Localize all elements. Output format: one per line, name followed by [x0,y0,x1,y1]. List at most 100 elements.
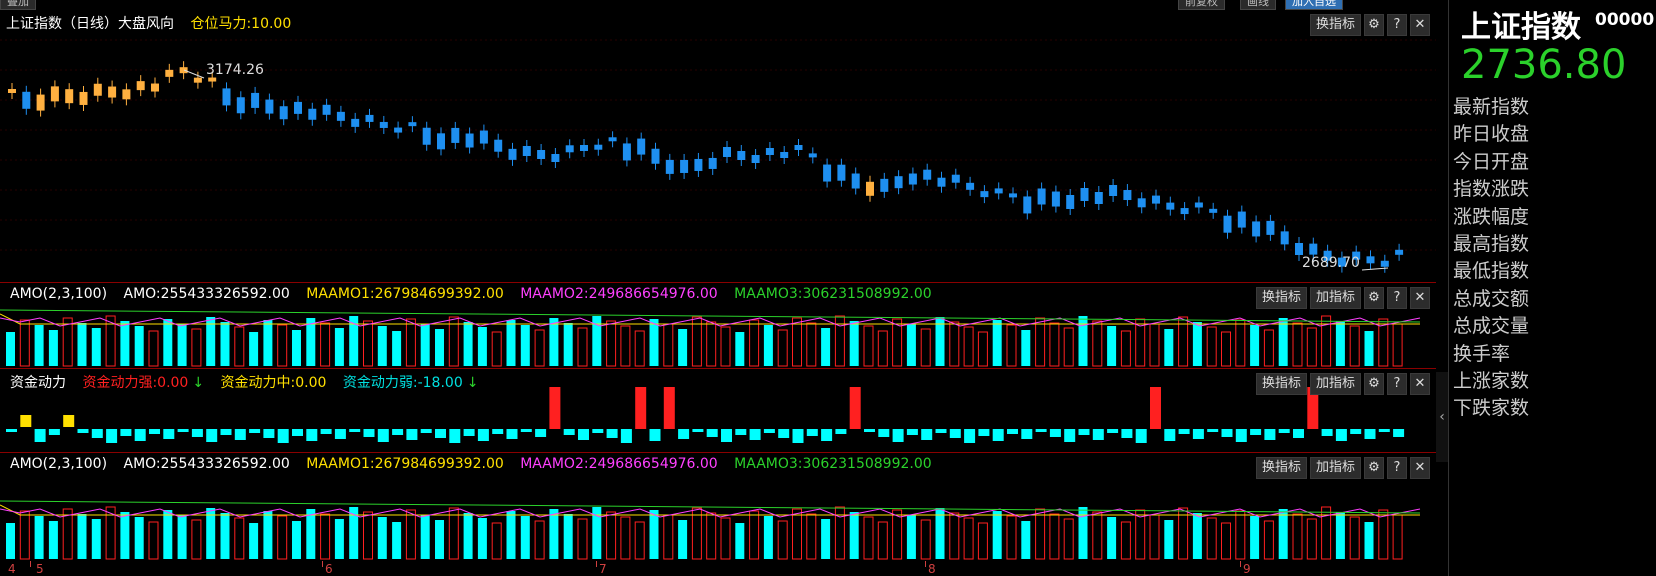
fund-weak-bar [91,429,103,438]
fund-mid-bar [20,415,32,427]
candle-body [937,177,946,187]
candle-body [866,181,874,196]
fund-weak-bar [964,429,976,443]
fund-weak-bar [949,429,961,438]
draw-line-button[interactable]: 画线 [1240,0,1276,10]
help-icon[interactable]: ? [1387,14,1407,36]
volume-bar [906,515,916,559]
candle-body [479,130,488,144]
amo2-chart [0,500,1421,560]
close-icon[interactable]: ✕ [1410,14,1430,36]
volume-bar [491,522,502,560]
fund-weak-bar [778,429,790,438]
x-tick-label: 4 [8,562,16,576]
fund-weak-bar [506,429,518,439]
fund-weak-bar [363,429,375,437]
kline-pane[interactable]: 上证指数（日线）大盘风向 仓位马力:10.00 换指标 ⚙ ? ✕ 3174.2… [0,10,1436,282]
amo-pane[interactable]: AMO(2,3,100) AMO:255433326592.00 MAAMO1:… [0,283,1436,368]
volume-bar [1092,320,1103,367]
fund-weak-bar [449,429,461,443]
volume-bar [1306,327,1317,367]
volume-bar [849,321,859,366]
fund-weak-bar [864,429,875,432]
fund-weak-bar [234,429,246,440]
close-icon[interactable]: ✕ [1410,457,1430,479]
adjust-button[interactable]: 前复权 [1178,0,1225,10]
help-icon[interactable]: ? [1387,287,1407,309]
add-watchlist-button[interactable]: 加入自选 [1285,0,1343,10]
candle-body [365,114,374,122]
change-indicator-button[interactable]: 换指标 [1309,14,1361,36]
fund-weak-bar [620,429,632,443]
add-indicator-button[interactable]: 加指标 [1309,373,1361,395]
candle-body [108,86,117,98]
volume-bar [163,319,173,366]
chart-area[interactable]: 上证指数（日线）大盘风向 仓位马力:10.00 换指标 ⚙ ? ✕ 3174.2… [0,10,1436,576]
volume-bar [1078,507,1088,559]
candle-body [294,101,302,114]
fund-weak-bar [1135,429,1147,443]
volume-bar [634,330,645,367]
candle-body [408,122,417,127]
volume-bar [1178,507,1189,560]
volume-bar [1392,323,1403,367]
volume-bar [392,331,402,366]
gear-icon[interactable]: ⚙ [1364,373,1384,395]
volume-bar [177,324,187,366]
volume-bar [663,514,674,560]
volume-bar [977,331,988,367]
add-indicator-button[interactable]: 加指标 [1309,457,1361,479]
help-icon[interactable]: ? [1387,373,1407,395]
candle-body [1109,185,1118,196]
volume-bar [420,515,430,559]
volume-bar [477,327,487,366]
candle-body [1309,243,1318,255]
volume-bar [463,322,473,366]
candle-body [1352,251,1361,260]
arrow-down-icon: ↓ [466,375,479,391]
candle-body [93,83,102,96]
gear-icon[interactable]: ⚙ [1364,287,1384,309]
change-indicator-button[interactable]: 换指标 [1255,287,1307,309]
change-indicator-button[interactable]: 换指标 [1255,457,1307,479]
field-change: 指数涨跌 [1453,178,1530,201]
field-turnover-rate: 换手率 [1453,342,1511,365]
overlay-button[interactable]: 叠加 [0,0,36,10]
close-icon[interactable]: ✕ [1410,373,1430,395]
candle-body [765,148,774,155]
help-icon[interactable]: ? [1387,457,1407,479]
ma2-line [0,317,1421,327]
collapse-sidebar-icon[interactable]: ‹ [1436,372,1448,462]
volume-bar [62,317,73,367]
ma1-line [0,313,1420,325]
volume-bar [606,320,617,367]
close-icon[interactable]: ✕ [1410,287,1430,309]
field-high: 最高指数 [1453,232,1530,255]
change-indicator-button[interactable]: 换指标 [1255,373,1307,395]
candle-body [508,148,517,160]
gear-icon[interactable]: ⚙ [1364,14,1384,36]
volume-bar [649,319,659,366]
candle-body [1380,260,1389,267]
volume-bar [363,320,373,367]
volume-bar [220,513,230,559]
kline-chart [0,39,1436,273]
fund-weak-bar [48,429,60,435]
fund-pane[interactable]: 资金动力 资金动力强:0.00 ↓ 资金动力中:0.00 资金动力弱:-18.00… [0,369,1436,452]
volume-bar [234,517,245,560]
fund-weak-bar [191,429,203,437]
candle-body [222,88,231,106]
volume-bar [1206,517,1217,560]
add-indicator-button[interactable]: 加指标 [1309,287,1361,309]
arrow-down-icon: ↓ [192,375,205,391]
volume-bar [1364,522,1374,559]
volume-bar [1107,517,1117,559]
gear-icon[interactable]: ⚙ [1364,457,1384,479]
pane-divider [0,452,1436,453]
amo-title: AMO(2,3,100) AMO:255433326592.00 MAAMO1:… [10,286,944,302]
volume-bar [463,513,473,559]
amo2-pane[interactable]: AMO(2,3,100) AMO:255433326592.00 MAAMO1:… [0,453,1436,561]
volume-bar [520,516,530,559]
fund-weak-bar [1178,429,1190,434]
fund-weak-bar [77,429,89,433]
